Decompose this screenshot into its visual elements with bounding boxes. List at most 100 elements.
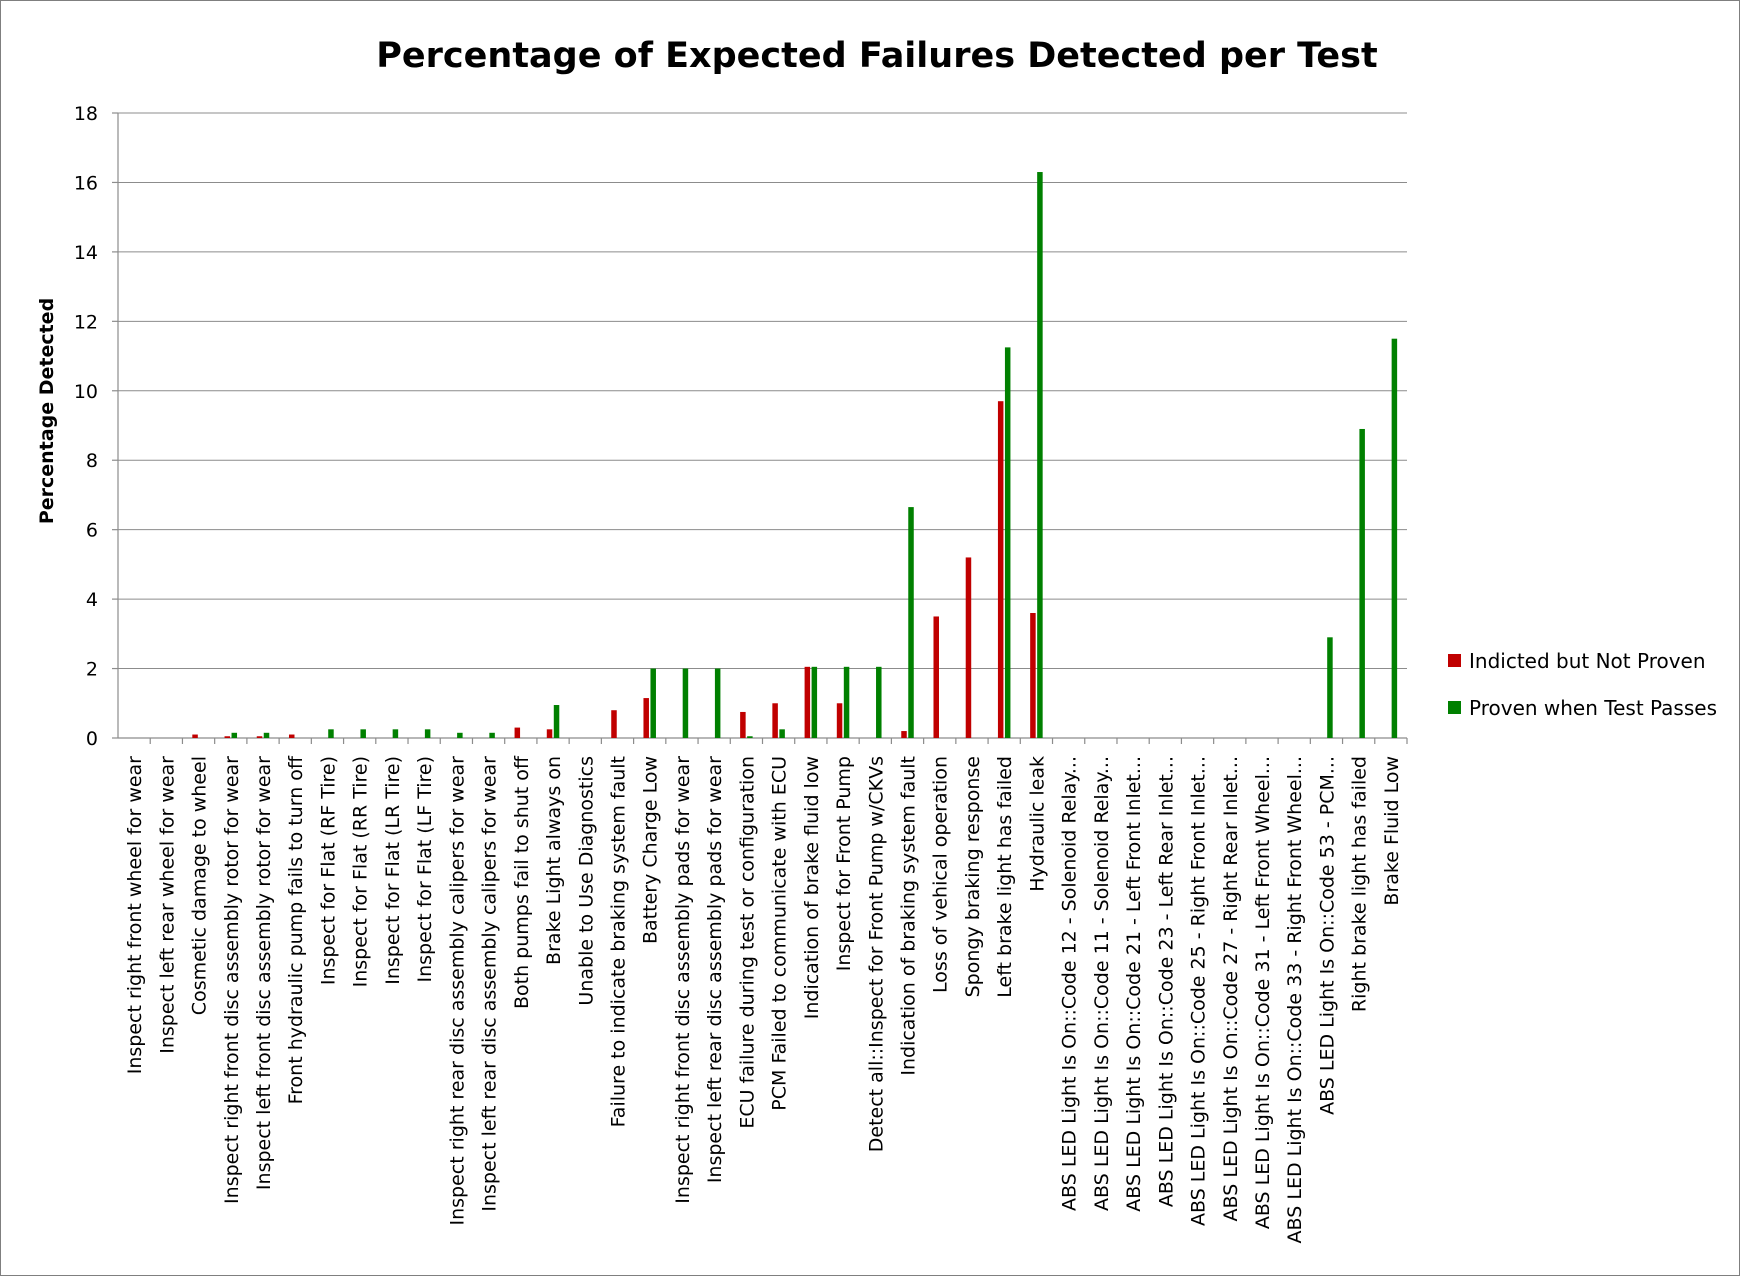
x-tick-label: Hydraulic leak	[1026, 756, 1048, 892]
bar-indicted	[1030, 613, 1036, 738]
x-tick-label: Left brake light has failed	[994, 756, 1016, 998]
x-tick-label: Inspect for Flat (RR Tire)	[350, 756, 372, 987]
y-axis-label: Percentage Detected	[36, 298, 58, 524]
bar-proven	[424, 729, 431, 738]
y-axis-ticks: 0 2 4 6 8 10 12 14 16 18	[74, 103, 98, 750]
bar-indicted	[836, 703, 843, 738]
x-tick-label: ABS LED Light Is On::Code 27 - Right Rea…	[1220, 756, 1242, 1221]
bar-proven	[231, 732, 238, 738]
bar-proven	[457, 732, 463, 738]
x-tick-label: ABS LED Light Is On::Code 12 - Solenoid …	[1059, 756, 1081, 1211]
y-tick-label: 6	[86, 520, 98, 542]
y-tick-label: 14	[74, 242, 98, 264]
bar-indicted	[740, 711, 746, 738]
x-tick-label: ECU failure during test or configuration	[736, 756, 758, 1129]
x-tick-label: ABS LED Light Is On::Code 23 - Left Rear…	[1155, 756, 1177, 1207]
x-tick-label: PCM Failed to communicate with ECU	[769, 756, 791, 1111]
bar-proven	[650, 668, 656, 738]
bar-indicted	[514, 727, 521, 738]
x-tick-label: Failure to indicate braking system fault	[607, 756, 629, 1127]
bar-indicted	[933, 616, 939, 738]
y-tick-label: 18	[74, 103, 98, 125]
legend-label: Indicted but Not Proven	[1469, 649, 1706, 673]
y-tick-label: 0	[86, 728, 98, 750]
x-tick-label: Inspect right front disc assembly rotor …	[221, 756, 243, 1204]
bar-indicted	[643, 698, 649, 738]
bar-proven	[682, 668, 689, 738]
x-tick-label: Inspect right rear disc assembly caliper…	[446, 756, 468, 1226]
y-tick-label: 12	[74, 311, 98, 333]
bar-indicted	[997, 401, 1004, 738]
x-tick-label: ABS LED Light Is On::Code 11 - Solenoid …	[1091, 756, 1113, 1211]
bar-proven	[843, 666, 850, 738]
x-tick-label: Inspect for Flat (RF Tire)	[317, 756, 339, 985]
x-tick-label: Brake Fluid Low	[1381, 756, 1403, 906]
x-tick-label: Indication of brake fluid low	[801, 756, 823, 1019]
x-tick-label: Inspect right front disc assembly pads f…	[672, 756, 694, 1204]
bar-indicted	[901, 731, 907, 738]
x-tick-label: ABS LED Light Is On::Code 31 - Left Fron…	[1252, 756, 1274, 1229]
x-tick-label: Inspect left front disc assembly rotor f…	[253, 756, 275, 1190]
y-tick-label: 4	[86, 589, 98, 611]
bars	[192, 172, 1398, 738]
x-tick-label: ABS LED Light Is On::Code 21 - Left Fron…	[1123, 756, 1145, 1212]
bar-proven	[392, 729, 399, 738]
x-tick-label: ABS LED Light Is On::Code 33 - Right Fro…	[1284, 756, 1306, 1243]
x-tick-label: Inspect left rear wheel for wear	[156, 756, 178, 1054]
y-tick-label: 8	[86, 450, 98, 472]
bar-proven	[747, 736, 753, 738]
bar-indicted	[192, 734, 198, 738]
legend-swatch	[1448, 701, 1461, 714]
y-tick-label: 10	[74, 381, 98, 403]
bar-proven	[714, 668, 721, 738]
bar-indicted	[256, 736, 263, 738]
bar-proven	[811, 666, 818, 738]
bar-indicted	[288, 734, 295, 738]
x-tick-label: Front hydraulic pump fails to turn off	[285, 755, 307, 1104]
x-tick-label: Battery Charge Low	[640, 756, 662, 944]
bar-proven	[779, 729, 785, 738]
x-tick-label: ABS LED Light Is On::Code 53 - PCM...	[1316, 756, 1338, 1115]
x-tick-label: Inspect left rear disc assembly calipers…	[479, 756, 501, 1212]
bar-proven	[1327, 637, 1333, 738]
x-tick-label: Inspect for Flat (LF Tire)	[414, 756, 436, 983]
bar-indicted	[611, 710, 617, 738]
x-tick-label: Spongy braking response	[962, 756, 984, 997]
bar-proven	[1037, 172, 1043, 738]
x-tick-label: ABS LED Light Is On::Code 25 - Right Fro…	[1188, 756, 1210, 1226]
x-tick-label: Inspect for Front Pump	[833, 756, 855, 971]
bar-proven	[360, 729, 366, 738]
x-tick-label: Indication of braking system fault	[898, 756, 920, 1076]
x-tick-label: Unable to Use Diagnostics	[575, 756, 597, 1006]
bar-proven	[489, 732, 495, 738]
bar-proven	[328, 729, 334, 738]
bar-proven	[908, 507, 914, 738]
legend-swatch	[1448, 654, 1461, 667]
legend-label: Proven when Test Passes	[1469, 696, 1717, 720]
bar-indicted	[804, 666, 811, 738]
x-tick-label: Loss of vehical operation	[930, 756, 952, 993]
bar-indicted	[965, 557, 972, 738]
x-tick-label: Inspect right front wheel for wear	[124, 756, 146, 1074]
y-tick-label: 2	[86, 659, 98, 681]
bar-proven	[1004, 347, 1011, 738]
bar-indicted	[224, 736, 231, 738]
legend: Indicted but Not Proven Proven when Test …	[1448, 649, 1717, 720]
bar-indicted	[546, 729, 553, 738]
x-tick-label: Brake Light always on	[543, 756, 565, 965]
x-tick-label: Cosmetic damage to wheel	[189, 756, 211, 1015]
bar-proven	[876, 666, 882, 738]
x-tick-label: Right brake light has failed	[1349, 756, 1371, 1012]
bar-proven	[1391, 338, 1398, 738]
x-tick-label: Inspect for Flat (LR Tire)	[382, 756, 404, 985]
x-tick-label: Detect all::Inspect for Front Pump w/CKV…	[865, 756, 887, 1152]
x-axis-ticks: Inspect right front wheel for wear Inspec…	[124, 755, 1403, 1243]
y-tick-label: 16	[74, 172, 98, 194]
bar-proven	[553, 705, 560, 738]
gridlines	[112, 112, 1408, 744]
bar-indicted	[772, 703, 778, 738]
chart-title: Percentage of Expected Failures Detected…	[376, 36, 1377, 76]
x-tick-label: Both pumps fail to shut off	[511, 755, 533, 1009]
